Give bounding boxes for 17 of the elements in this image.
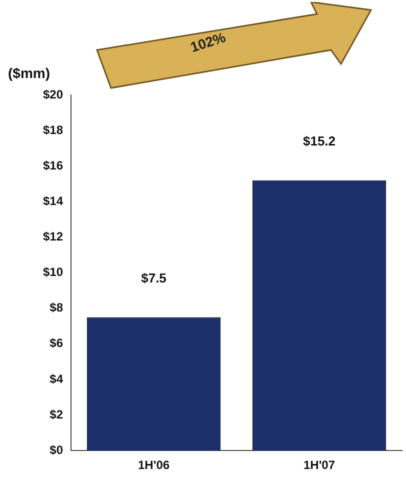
y-tick-label: $12 (42, 230, 64, 244)
x-tick-label: 1H'06 (138, 458, 170, 472)
y-tick-label: $6 (50, 336, 64, 350)
y-tick-label: $16 (42, 158, 64, 172)
y-tick-label: $14 (42, 194, 64, 208)
y-tick-label: $4 (50, 372, 64, 386)
y-tick-label: $0 (50, 442, 64, 457)
data-label: $7.5 (141, 270, 166, 286)
y-tick-label: $8 (50, 300, 64, 315)
y-tick-label: $10 (42, 265, 64, 280)
x-tick-label: 1H'07 (303, 458, 336, 472)
text: 102% (188, 28, 228, 56)
y-tick-label: $2 (50, 407, 64, 422)
y-tick-label: $20 (42, 87, 64, 102)
y-axis-title: ($mm) (8, 65, 50, 81)
data-label: $15.2 (302, 133, 336, 148)
y-tick-label: $18 (42, 122, 64, 137)
